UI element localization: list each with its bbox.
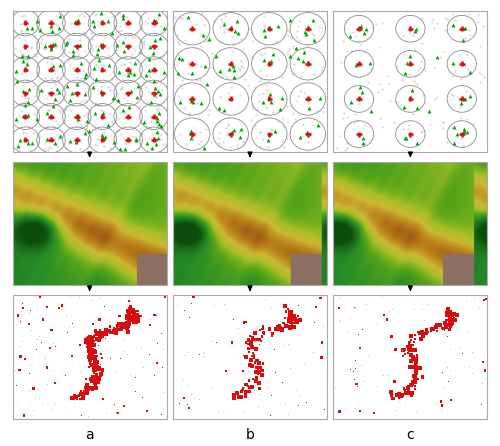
Text: a: a [86, 429, 94, 442]
Text: c: c [406, 429, 414, 442]
Text: b: b [246, 429, 254, 442]
